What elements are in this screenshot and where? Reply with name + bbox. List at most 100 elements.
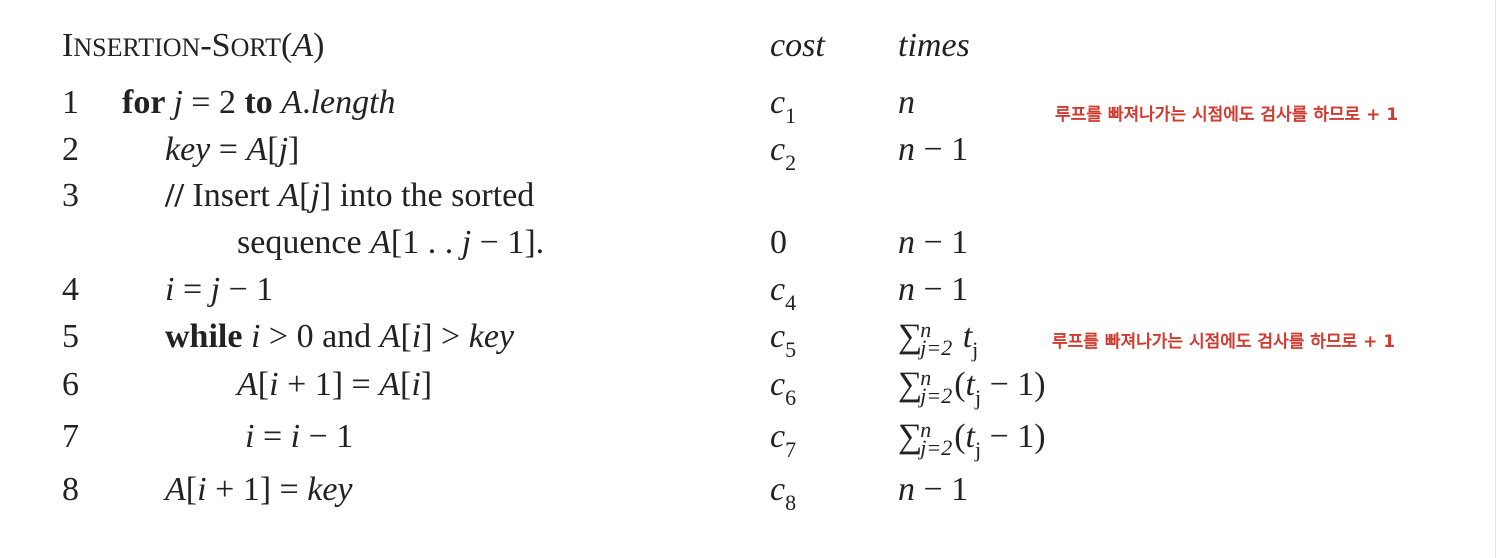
- text-segment: − 1: [915, 224, 969, 261]
- summation: ∑ n j=2: [898, 365, 952, 407]
- code-line: for j = 2 to A.length: [122, 83, 396, 123]
- text-segment: − 1): [981, 418, 1046, 455]
- text-segment: i: [290, 418, 301, 455]
- text-segment: key: [468, 318, 515, 355]
- text-segment: > 0 and: [260, 318, 380, 355]
- cost-cell: c1: [770, 83, 796, 136]
- text-segment: n: [898, 131, 915, 168]
- text-segment: A: [379, 366, 401, 403]
- text-segment: + 1] =: [206, 471, 308, 508]
- times-cell: ∑ n j=2 (tj − 1): [898, 365, 1046, 418]
- text-segment: i: [269, 366, 279, 403]
- times-cell: n − 1: [898, 270, 968, 310]
- text-segment: 7: [785, 437, 797, 462]
- annotation-note: 루프를 빠져나가는 시점에도 검사를 하므로 + 1: [1052, 332, 1396, 352]
- annotation-note: 루프를 빠져나가는 시점에도 검사를 하므로 + 1: [1055, 105, 1399, 125]
- line-number: 1: [62, 84, 79, 121]
- text-segment: key: [165, 131, 211, 168]
- sum-limits: n j=2: [920, 319, 953, 361]
- sum-limits: n j=2: [920, 367, 952, 407]
- text-segment: =: [254, 418, 291, 455]
- text-segment: Insert: [192, 177, 279, 214]
- times-cell: ∑ n j=2 tj: [898, 317, 978, 370]
- text-segment: c: [770, 318, 786, 355]
- code-line: i = i − 1: [245, 417, 353, 457]
- text-segment: i: [165, 271, 175, 308]
- lower-limit: j=2: [920, 335, 953, 361]
- text-segment: .: [302, 84, 311, 121]
- text-segment: while: [165, 318, 251, 355]
- text-segment: (: [954, 418, 966, 455]
- text-segment: − 1: [220, 271, 274, 308]
- line-number: 7: [62, 418, 79, 455]
- text-segment: 6: [785, 385, 797, 410]
- right-edge-divider: [1495, 0, 1496, 558]
- text-segment: − 1].: [471, 224, 545, 261]
- text-segment: ]: [420, 366, 433, 403]
- sum-limits: n j=2: [920, 417, 953, 461]
- text-segment: A: [379, 318, 401, 355]
- text-segment: n: [898, 471, 915, 508]
- lower-limit: j=2: [920, 435, 953, 461]
- text-segment: j: [461, 224, 472, 261]
- sigma-symbol: ∑: [898, 418, 923, 455]
- code-line: A[i + 1] = A[i]: [237, 365, 432, 405]
- code-line: key = A[j]: [165, 130, 299, 170]
- text-segment: [: [299, 177, 311, 214]
- text-segment: length: [310, 84, 396, 121]
- text-segment: + 1] =: [278, 366, 380, 403]
- text-segment: c: [770, 84, 786, 121]
- line-number: 6: [62, 366, 79, 403]
- text-segment: A: [292, 27, 314, 64]
- cost-cell: c4: [770, 270, 796, 323]
- text-segment: sequence: [237, 224, 371, 261]
- text-segment: [: [400, 366, 412, 403]
- line-number: 4: [62, 271, 79, 308]
- text-segment: ): [313, 27, 325, 64]
- upper-limit: n: [920, 417, 932, 443]
- text-segment: [: [267, 131, 279, 168]
- code-line: i = j − 1: [165, 270, 273, 310]
- text-segment: − 1): [981, 366, 1046, 403]
- times-cell: n − 1: [898, 130, 968, 170]
- text-segment: ] >: [421, 318, 469, 355]
- text-segment: A: [281, 84, 303, 121]
- text-segment: 4: [785, 290, 797, 315]
- text-segment: t: [954, 318, 973, 355]
- times-header: times: [898, 27, 970, 64]
- text-segment: c: [770, 471, 786, 508]
- text-segment: i: [197, 471, 207, 508]
- text-segment: for: [122, 84, 174, 121]
- summation: ∑ n j=2: [898, 317, 953, 361]
- times-cell: ∑ n j=2 (tj − 1): [898, 417, 1046, 470]
- times-cell: n: [898, 83, 915, 123]
- line-number: 3: [62, 177, 79, 214]
- cost-header: cost: [770, 27, 825, 64]
- text-segment: 0: [770, 224, 787, 261]
- text-segment: =: [174, 271, 211, 308]
- line-number: 8: [62, 471, 79, 508]
- text-segment: 5: [785, 337, 797, 362]
- text-segment: key: [307, 471, 353, 508]
- text-segment: t: [965, 366, 975, 403]
- text-segment: A: [165, 471, 186, 508]
- text-segment: i: [411, 366, 421, 403]
- cost-cell: c6: [770, 365, 796, 418]
- cost-cell: 0: [770, 223, 787, 263]
- cost-cell: c7: [770, 417, 796, 470]
- text-segment: n: [898, 224, 915, 261]
- text-segment: [1 . .: [390, 224, 462, 261]
- text-segment: − 1: [915, 271, 969, 308]
- text-segment: n: [898, 84, 915, 121]
- text-segment: [: [400, 318, 412, 355]
- text-segment: (: [954, 366, 966, 403]
- text-segment: ] into the sorted: [319, 177, 535, 214]
- text-segment: A: [370, 224, 391, 261]
- text-segment: j: [278, 131, 289, 168]
- text-segment: 1: [785, 103, 797, 128]
- cost-cell: c5: [770, 317, 796, 370]
- text-segment: (: [281, 27, 293, 64]
- text-segment: j: [975, 385, 982, 410]
- code-line: while i > 0 and A[i] > key: [165, 317, 514, 357]
- text-segment: j: [972, 337, 979, 362]
